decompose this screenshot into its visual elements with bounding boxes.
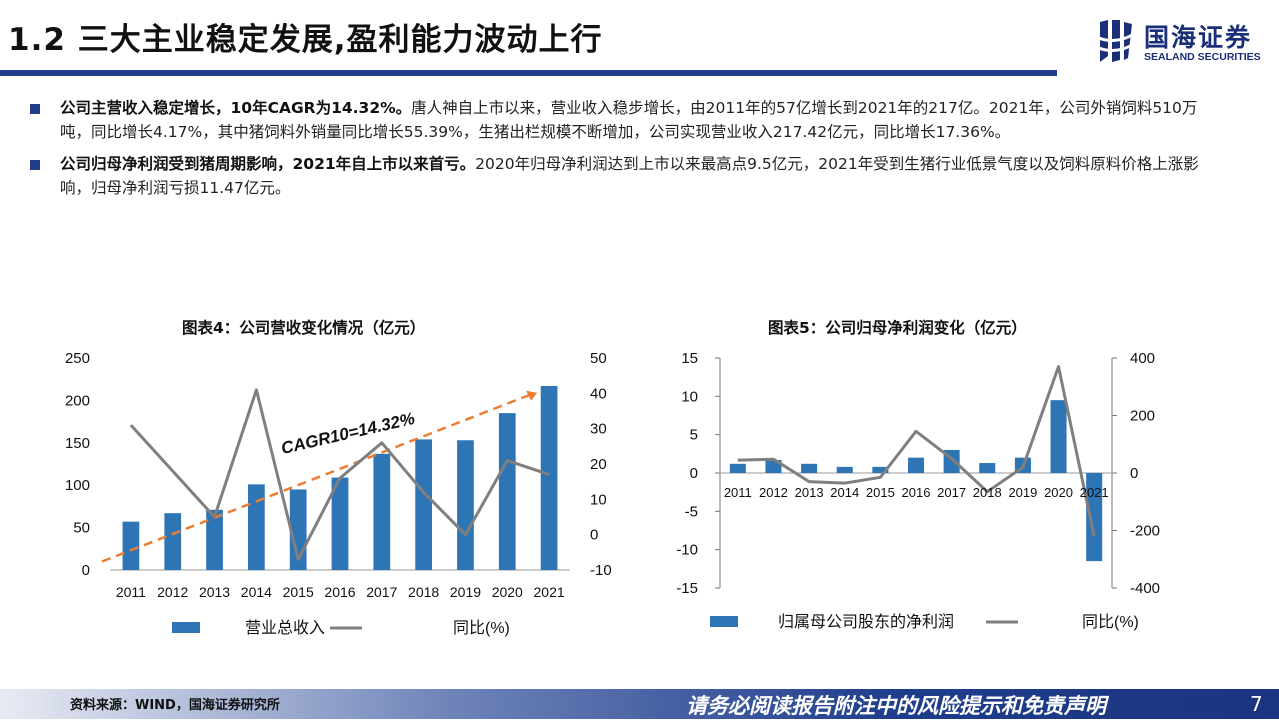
category-label: 2018: [973, 485, 1002, 500]
category-label: 2011: [724, 485, 752, 500]
bullet-revenue-bold: 公司主营收入稳定增长，10年CAGR为14.32%。: [60, 99, 412, 117]
category-label: 2020: [492, 584, 523, 600]
category-label: 2020: [1044, 485, 1073, 500]
right-axis-tick-label: -400: [1130, 580, 1160, 597]
category-label: 2019: [1008, 485, 1037, 500]
left-axis-tick-label: -15: [676, 580, 698, 597]
right-axis-tick-label: 0: [1130, 465, 1138, 482]
category-label: 2012: [157, 584, 188, 600]
net-profit-chart: -15 -10 -5 0 5 10 15 -400 -200 0 200 400 2011 2012 201…: [676, 350, 1160, 631]
category-label: 2014: [830, 485, 859, 500]
legend-line-label: 同比(%): [453, 619, 510, 637]
category-label: 2017: [937, 485, 966, 500]
right-axis-tick-label: -200: [1130, 523, 1160, 540]
bullet-profit-bold: 公司归母净利润受到猪周期影响，2021年自上市以来首亏。: [60, 155, 476, 173]
category-label: 2013: [199, 584, 230, 600]
left-axis-tick-label: 5: [690, 427, 698, 444]
bar-2019: [457, 440, 474, 570]
category-label: 2014: [241, 584, 272, 600]
bar-2020: [498, 413, 516, 570]
category-label: 2015: [866, 485, 895, 500]
category-label: 2017: [366, 584, 397, 600]
bullet-profit: 公司归母净利润受到猪周期影响，2021年自上市以来首亏。2020年归母净利润达到…: [30, 152, 1210, 200]
category-label: 2019: [450, 584, 481, 600]
bar-2014: [248, 484, 265, 570]
yoy-line: [129, 388, 550, 561]
page-title: 1.2 三大主业稳定发展,盈利能力波动上行: [8, 22, 603, 58]
title-divider: [0, 70, 1057, 76]
right-axis-tick-label: 40: [590, 385, 607, 402]
company-logo: 国海证券 SEALAND SECURITIES: [1092, 16, 1272, 68]
legend-bar-label: 归属母公司股东的净利润: [778, 613, 954, 631]
category-label: 2021: [1080, 485, 1109, 500]
left-axis-tick-label: -10: [676, 542, 698, 559]
left-axis-tick-label: 50: [73, 520, 90, 537]
legend-line-label: 同比(%): [1082, 613, 1139, 631]
left-axis-tick-label: 15: [681, 350, 698, 367]
logo-name-cn: 国海证券: [1144, 23, 1253, 52]
chart5-title: 图表5：公司归母净利润变化（亿元）: [768, 319, 1027, 337]
chart4-title: 图表4：公司营收变化情况（亿元）: [182, 319, 426, 337]
bar-2013: [206, 509, 223, 570]
bullet-list: 公司主营收入稳定增长，10年CAGR为14.32%。唐人神自上市以来，营业收入稳…: [30, 96, 1210, 208]
bar-2011: [122, 521, 140, 570]
cagr-arrowhead: [526, 390, 538, 401]
cagr-trend-line: [101, 391, 536, 563]
footer-source: 资料来源：WIND，国海证券研究所: [70, 698, 280, 713]
bar-2012: [164, 513, 182, 570]
category-label: 2011: [116, 584, 146, 600]
footer-disclaimer: 请务必阅读报告附注中的风险提示和免责声明: [686, 694, 1106, 718]
legend-bar-label: 营业总收入: [245, 619, 325, 637]
bar-2021: [1086, 473, 1103, 562]
revenue-chart: 0 50 100 150 200 250 -10 0 10 20 30 40 50 CAGR10=14.3…: [65, 350, 612, 637]
seal-icon: [1093, 20, 1135, 62]
right-axis-tick-label: 400: [1130, 350, 1155, 367]
bar-2020: [1050, 400, 1067, 473]
left-axis-tick-label: 150: [65, 435, 90, 452]
category-label: 2016: [902, 485, 931, 500]
bar-2021: [540, 385, 558, 570]
bar-2016: [331, 477, 349, 570]
bullet-square-icon: [30, 104, 40, 114]
right-axis-tick-label: -10: [590, 562, 612, 579]
category-label: 2016: [324, 584, 355, 600]
category-label: 2021: [534, 584, 565, 600]
right-axis-tick-label: 50: [590, 350, 607, 367]
bar-2018: [979, 463, 996, 473]
left-axis-tick-label: 200: [65, 392, 90, 409]
bar-2015: [872, 466, 889, 473]
right-axis-tick-label: 200: [1130, 408, 1155, 425]
left-axis-tick-label: 0: [690, 465, 698, 482]
left-axis-tick-label: 10: [681, 388, 698, 405]
bullet-profit-text: 2020年归母净利润达到上市以来最高点9.5亿元，2021年受到生猪行业低景气度…: [60, 155, 1199, 197]
yoy-line: [737, 365, 1096, 537]
page-number: 7: [1250, 692, 1263, 716]
left-axis-tick-label: 100: [65, 477, 90, 494]
logo-name-en: SEALAND SECURITIES: [1144, 51, 1261, 63]
legend-bar-swatch: [172, 622, 200, 633]
right-axis-tick-label: 10: [590, 491, 607, 508]
footer-bar: [0, 689, 1279, 719]
right-axis-tick-label: 30: [590, 421, 607, 438]
cagr-annotation: CAGR10=14.32%: [279, 409, 416, 458]
left-axis-tick-label: 250: [65, 350, 90, 367]
bar-2014: [836, 466, 853, 473]
category-label: 2012: [759, 485, 788, 500]
bullet-revenue: 公司主营收入稳定增长，10年CAGR为14.32%。唐人神自上市以来，营业收入稳…: [30, 96, 1210, 144]
category-label: 2013: [795, 485, 824, 500]
right-axis-tick-label: 0: [590, 527, 598, 544]
bullet-revenue-text: 唐人神自上市以来，营业收入稳步增长，由2011年的57亿增长到2021年的217…: [60, 99, 1198, 141]
category-label: 2018: [408, 584, 439, 600]
bar-2011: [729, 463, 746, 473]
right-axis-tick-label: 20: [590, 456, 607, 473]
bar-2013: [801, 463, 818, 473]
bar-2016: [907, 457, 925, 473]
legend-bar-swatch: [710, 616, 738, 627]
bar-2017: [373, 453, 391, 570]
left-axis-tick-label: 0: [82, 562, 90, 579]
bar-2018: [415, 439, 432, 570]
bullet-square-icon: [30, 160, 40, 170]
category-label: 2015: [283, 584, 314, 600]
left-axis-tick-label: -5: [685, 503, 698, 520]
